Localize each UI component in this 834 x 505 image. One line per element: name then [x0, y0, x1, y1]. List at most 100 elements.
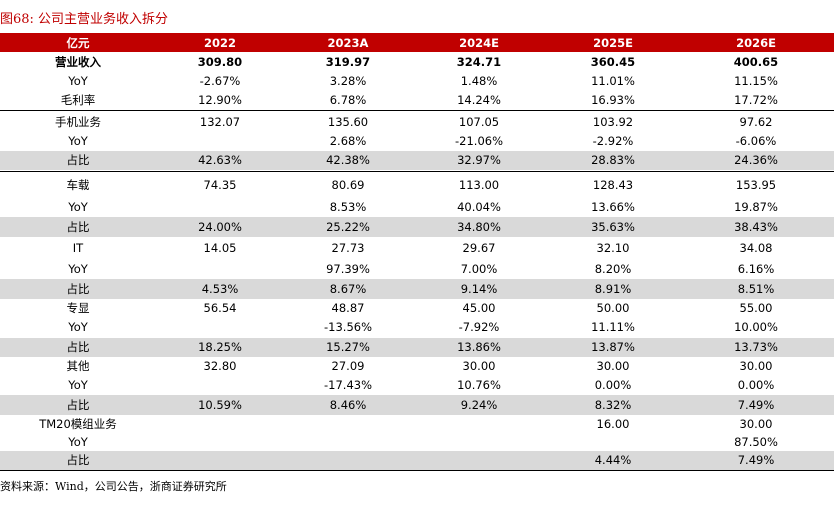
table-cell: [546, 433, 680, 451]
table-cell: 135.60: [327, 115, 369, 129]
table-cell: [156, 259, 284, 279]
table-cell: 48.87: [331, 301, 365, 315]
table-row: YoY -2.67% 3.28% 1.48% 11.01% 11.15%: [0, 72, 834, 91]
table-cell: 6.78%: [329, 93, 367, 107]
table-row: 其他 32.80 27.09 30.00 30.00 30.00: [0, 357, 834, 376]
table-cell: 319.97: [325, 55, 371, 69]
table-cell: 45.00: [462, 301, 496, 315]
table-cell: 8.20%: [594, 262, 632, 276]
table-cell: [156, 433, 284, 451]
table-cell: 8.46%: [329, 398, 367, 412]
table-row: YoY 87.50%: [0, 433, 834, 451]
table-cell: 9.14%: [460, 282, 498, 296]
table-cell: 32.80: [203, 359, 237, 373]
table-row: 占比 4.53% 8.67% 9.14% 8.91% 8.51%: [0, 279, 834, 299]
table-cell: 27.09: [331, 359, 365, 373]
table-cell: 12.90%: [198, 93, 242, 107]
table-cell: 0.00%: [737, 378, 775, 392]
table-cell: 17.72%: [734, 93, 778, 107]
row-label: YoY: [68, 262, 88, 276]
table-cell: 34.80%: [457, 220, 501, 234]
row-label: 占比: [66, 453, 90, 467]
table-row: IT 14.05 27.73 29.67 32.10 34.08: [0, 237, 834, 259]
table-cell: 28.83%: [591, 153, 635, 167]
table-cell: 309.80: [197, 55, 243, 69]
table-row: 专显 56.54 48.87 45.00 50.00 55.00: [0, 299, 834, 318]
table-cell: 9.24%: [460, 398, 498, 412]
table-row: 营业收入 309.80 319.97 324.71 360.45 400.65: [0, 53, 834, 72]
row-label: YoY: [68, 74, 88, 88]
table-cell: 15.27%: [326, 340, 370, 354]
table-cell: [156, 132, 284, 151]
table-cell: 80.69: [331, 178, 365, 192]
row-label: 毛利率: [60, 93, 96, 107]
table-cell: [156, 415, 284, 433]
table-row: YoY 97.39% 7.00% 8.20% 6.16%: [0, 259, 834, 279]
table-cell: 25.22%: [326, 220, 370, 234]
row-label: 车载: [66, 178, 90, 192]
row-label: YoY: [68, 134, 88, 148]
table-row: YoY 8.53% 40.04% 13.66% 19.87%: [0, 198, 834, 217]
table-cell: -7.92%: [458, 320, 500, 334]
table-cell: 16.00: [596, 417, 630, 431]
table-cell: [412, 433, 546, 451]
table-cell: 13.73%: [734, 340, 778, 354]
section-divider: [0, 171, 834, 172]
table-cell: [156, 318, 284, 337]
table-row: 手机业务 132.07 135.60 107.05 103.92 97.62: [0, 112, 834, 132]
table-cell: 40.04%: [457, 200, 501, 214]
header-year-2023a: 2023A: [327, 36, 369, 50]
table-cell: 11.15%: [734, 74, 778, 88]
table-cell: 29.67: [462, 241, 496, 255]
table-cell: 30.00: [739, 417, 773, 431]
table-cell: 7.49%: [737, 453, 775, 467]
table-row: 占比 4.44% 7.49%: [0, 451, 834, 470]
title-rule: [0, 33, 834, 34]
table-cell: 32.97%: [457, 153, 501, 167]
table-cell: 42.63%: [198, 153, 242, 167]
table-row: 毛利率 12.90% 6.78% 14.24% 16.93% 17.72%: [0, 91, 834, 110]
table-cell: 4.53%: [201, 282, 239, 296]
table-row: 占比 10.59% 8.46% 9.24% 8.32% 7.49%: [0, 395, 834, 415]
source-note: 资料来源：Wind，公司公告，浙商证券研究所: [0, 480, 227, 493]
table-cell: 10.59%: [198, 398, 242, 412]
row-label: IT: [72, 241, 84, 255]
row-label: 营业收入: [55, 55, 101, 69]
table-cell: 107.05: [458, 115, 500, 129]
table-cell: [412, 451, 546, 470]
header-year-2024e: 2024E: [459, 36, 499, 50]
row-label: TM20模组业务: [39, 417, 117, 431]
table-cell: 50.00: [596, 301, 630, 315]
table-cell: 30.00: [462, 359, 496, 373]
table-row: TM20模组业务 16.00 30.00: [0, 415, 834, 433]
table-row: 车载 74.35 80.69 113.00 128.43 153.95: [0, 172, 834, 198]
table-cell: -17.43%: [324, 378, 372, 392]
table-cell: [284, 433, 412, 451]
table-cell: [284, 415, 412, 433]
table-cell: 13.86%: [457, 340, 501, 354]
row-label: YoY: [68, 320, 88, 334]
table-cell: 8.53%: [329, 200, 367, 214]
table-cell: 19.87%: [734, 200, 778, 214]
table-cell: 24.00%: [198, 220, 242, 234]
table-cell: 87.50%: [734, 435, 778, 449]
section-divider: [0, 470, 834, 471]
table-cell: 14.24%: [457, 93, 501, 107]
row-label: 其他: [66, 359, 90, 373]
table-cell: 74.35: [203, 178, 237, 192]
table-cell: 8.32%: [594, 398, 632, 412]
row-label: 占比: [66, 340, 90, 354]
table-cell: 14.05: [203, 241, 237, 255]
table-row: 占比 42.63% 42.38% 32.97% 28.83% 24.36%: [0, 151, 834, 170]
table-cell: 97.62: [739, 115, 773, 129]
table-cell: 7.49%: [737, 398, 775, 412]
section-divider: [0, 110, 834, 111]
table-cell: 30.00: [739, 359, 773, 373]
table-cell: [156, 376, 284, 395]
table-cell: 32.10: [596, 241, 630, 255]
table-cell: 11.01%: [591, 74, 635, 88]
row-label: 手机业务: [55, 115, 101, 129]
table-cell: 0.00%: [594, 378, 632, 392]
row-label: YoY: [68, 435, 88, 449]
table-cell: 7.00%: [460, 262, 498, 276]
